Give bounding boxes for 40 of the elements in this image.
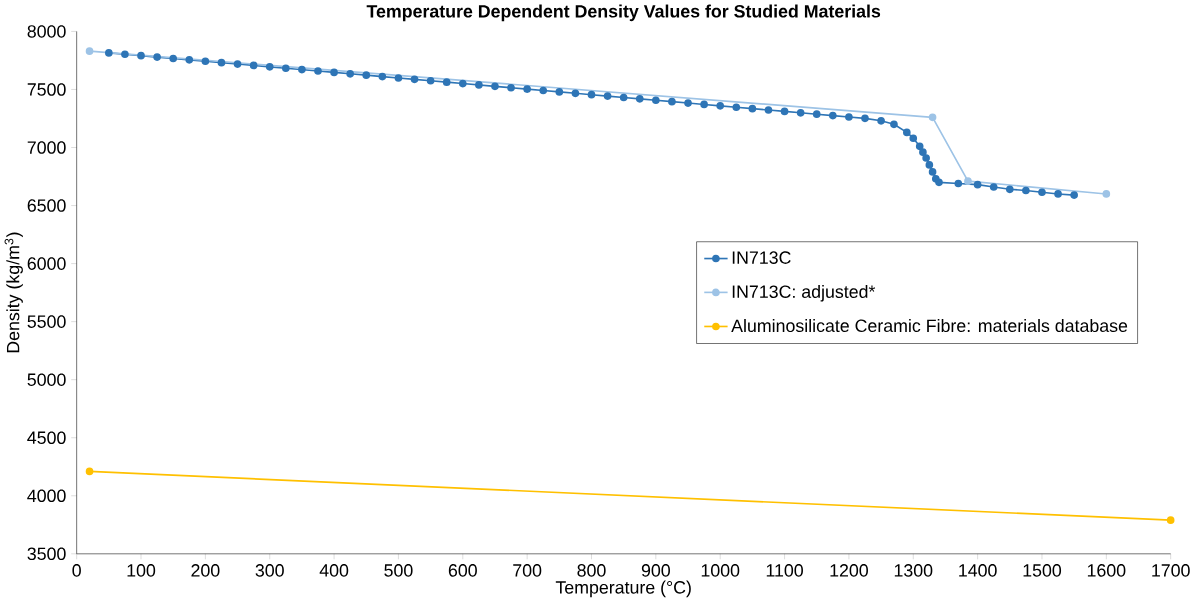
chart-title: Temperature Dependent Density Values for Studied Materials (366, 4, 881, 22)
y-tick-label: 3500 (27, 547, 66, 561)
y-tick-label: 7500 (27, 83, 66, 96)
point (1166, 516, 1175, 525)
legend-label: IN713C: adjusted* (732, 285, 876, 302)
y-tick-label: 7000 (27, 141, 66, 154)
x-tick-label: 1600 (1087, 564, 1126, 577)
y-tick-label: 6000 (27, 257, 66, 271)
x-axis-title: Temperature (°C) (555, 580, 691, 598)
x-tick-label: 1400 (959, 564, 997, 577)
x-tick-label: 200 (191, 564, 220, 577)
y-tick-label: 6500 (27, 199, 66, 212)
x-tick-label: 900 (641, 564, 670, 577)
point (85, 467, 94, 476)
x-tick-label: 100 (127, 564, 156, 577)
x-tick-label: 600 (448, 564, 477, 577)
y-tick-label: 8000 (27, 25, 66, 38)
x-tick-label: 0 (72, 564, 81, 577)
x-tick-label: 500 (384, 564, 413, 577)
point (928, 113, 937, 122)
x-tick-label: 1000 (701, 564, 740, 577)
x-tick-label: 1500 (1023, 564, 1062, 577)
x-tick-label: 700 (513, 564, 542, 577)
x-tick-label: 400 (319, 564, 349, 577)
y-tick-label: 4000 (27, 489, 66, 503)
x-tick-label: 1700 (1152, 564, 1190, 577)
y-tick-label: 4500 (27, 431, 66, 445)
y-tick-label: 5000 (27, 373, 66, 387)
x-tick-label: 300 (255, 564, 284, 577)
x-tick-label: 1200 (830, 564, 868, 577)
y-tick-label: 5500 (27, 315, 66, 329)
point (964, 177, 972, 186)
x-tick-label: 1300 (894, 564, 933, 577)
point (1102, 190, 1111, 198)
x-tick-label: 800 (577, 564, 606, 577)
legend-label: Aluminosilicate Ceramic Fibre: materials database (731, 319, 1128, 333)
legend-label: IN713C (732, 251, 791, 265)
point (85, 47, 94, 56)
x-tick-label: 1100 (766, 564, 803, 577)
y-axis-title: Density (kg/m$^{3}$) (4, 232, 23, 353)
